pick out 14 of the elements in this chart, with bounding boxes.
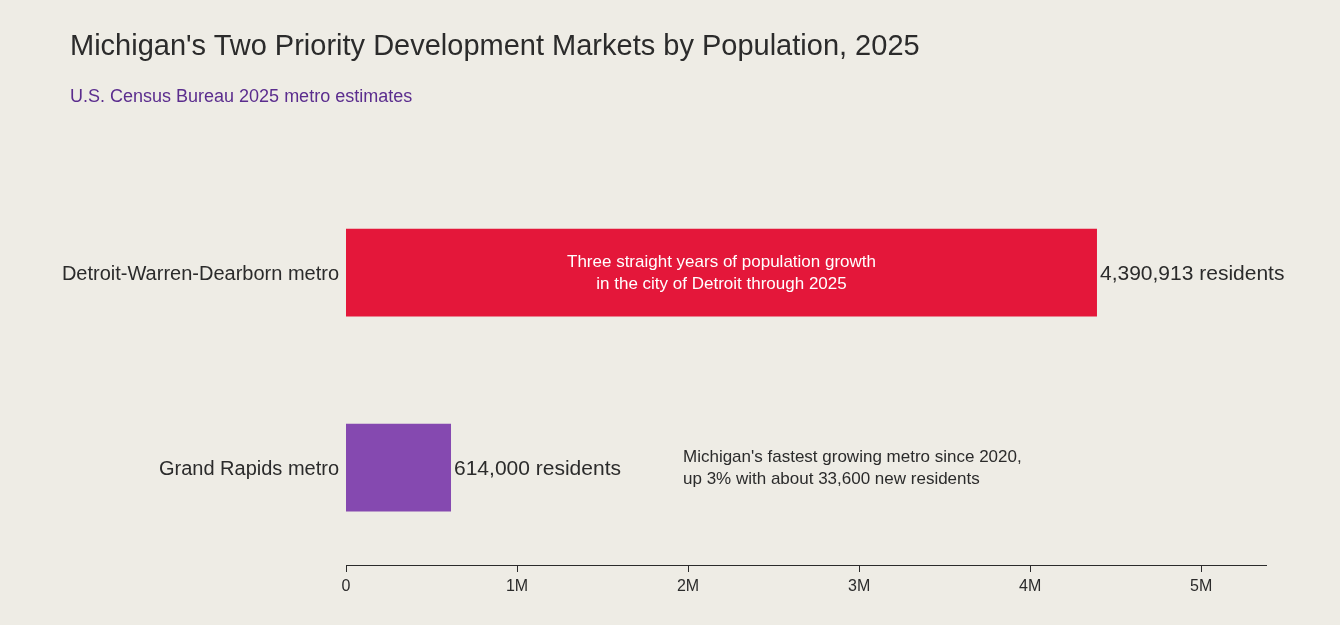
data-label: 614,000 residents: [454, 456, 621, 480]
data-label: 4,390,913 residents: [1099, 261, 1285, 285]
x-tick-label: 5M: [1190, 577, 1213, 595]
annotation: Three straight years of population growth in the city of Detroit through 2025: [567, 252, 877, 294]
x-tick-label: 1M: [505, 577, 529, 595]
y-tick-label: Detroit-Warren-Dearborn metro: [61, 261, 339, 284]
annotation: Michigan's fastest growing metro since 2020, up 3% with about 33,600 new residents: [683, 447, 1022, 489]
x-tick-label: 4M: [1019, 577, 1042, 595]
y-tick-label: Grand Rapids metro: [158, 456, 339, 479]
chart-subtitle: U.S. Census Bureau 2025 metro estimates: [70, 86, 413, 106]
chart-title: Michigan's Two Priority Development Markets by Population, 2025: [70, 29, 920, 61]
x-tick-label: 2M: [676, 577, 700, 595]
x-tick-label: 3M: [847, 577, 871, 595]
x-tick-label: 0: [341, 577, 351, 595]
